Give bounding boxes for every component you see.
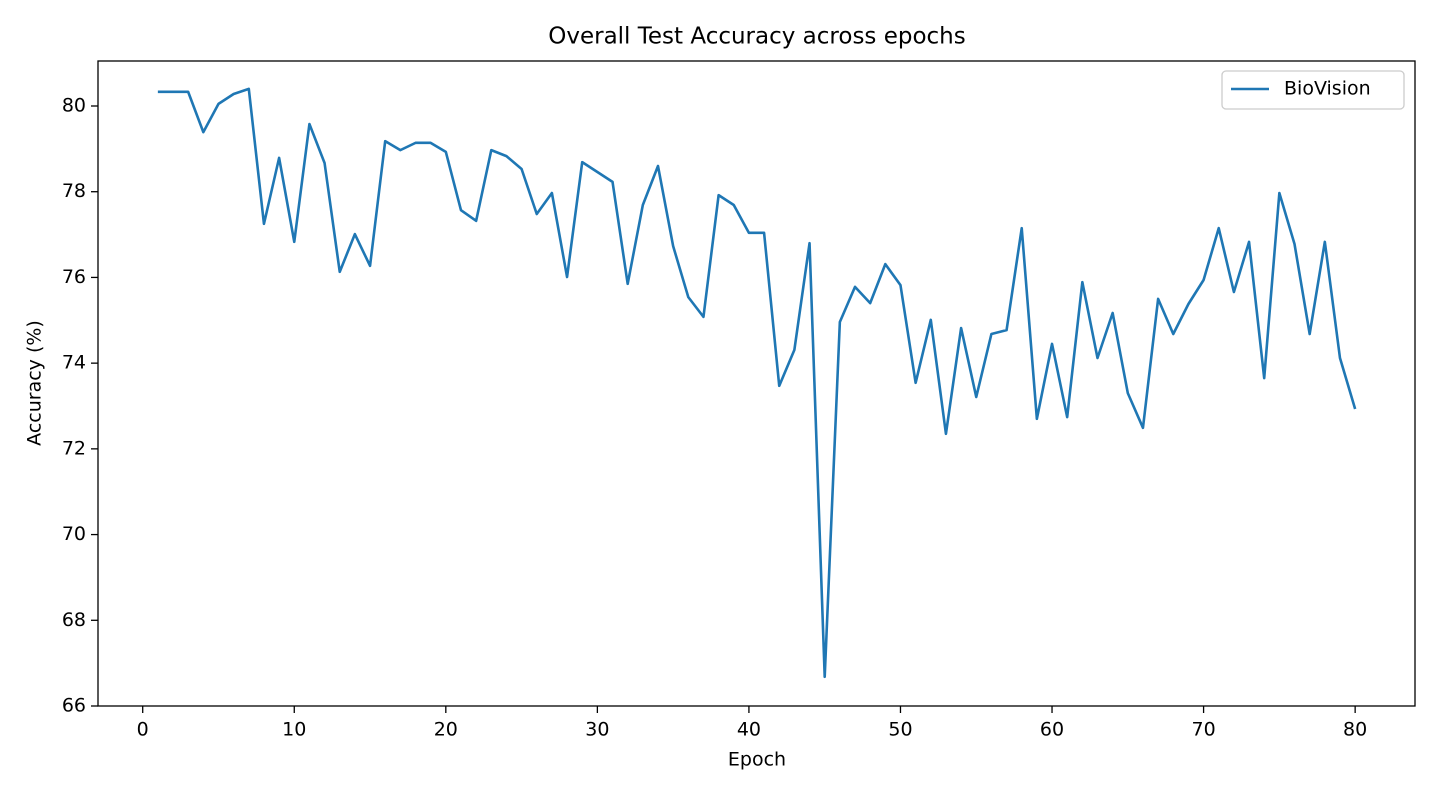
y-tick-label: 72 (62, 437, 86, 459)
x-tick-label: 50 (888, 719, 912, 741)
y-tick-label: 80 (62, 95, 86, 117)
x-tick-label: 60 (1040, 719, 1064, 741)
legend-label: BioVision (1284, 78, 1371, 100)
x-tick-label: 30 (585, 719, 609, 741)
chart-title: Overall Test Accuracy across epochs (548, 24, 966, 50)
y-tick-label: 78 (62, 180, 86, 202)
x-tick-label: 70 (1191, 719, 1215, 741)
line-series (157, 87, 1357, 679)
y-tick-label: 66 (62, 695, 86, 717)
x-tick-label: 0 (137, 719, 149, 741)
y-tick-label: 68 (62, 609, 86, 631)
legend-box (1221, 70, 1405, 110)
y-tick-label: 70 (62, 523, 86, 545)
x-tick-label: 20 (434, 719, 458, 741)
axes-frame (97, 60, 1416, 707)
x-tick-label: 40 (737, 719, 761, 741)
y-tick-label: 74 (62, 352, 86, 374)
x-axis-label: Epoch (728, 749, 786, 771)
x-tick-label: 80 (1343, 719, 1367, 741)
y-tick-label: 76 (62, 266, 86, 288)
y-axis-label: Accuracy (%) (24, 320, 46, 446)
x-tick-label: 10 (282, 719, 306, 741)
